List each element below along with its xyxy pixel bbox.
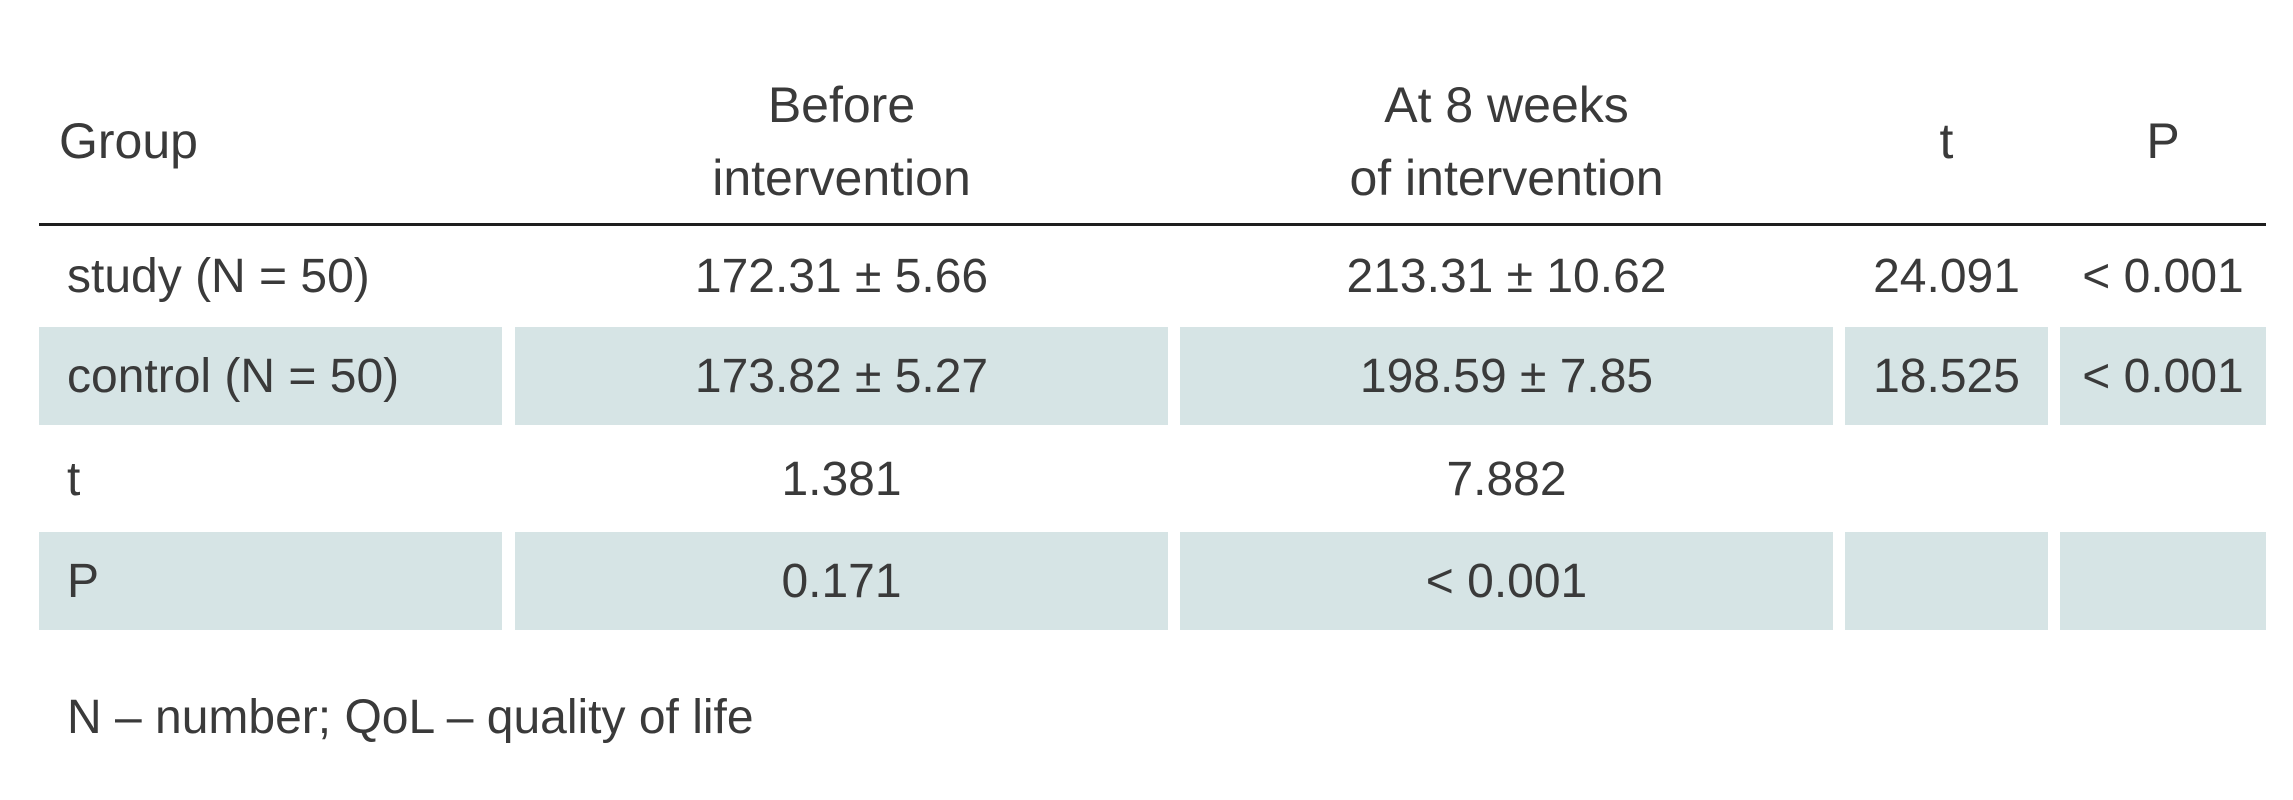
header-before-line2: intervention: [712, 149, 971, 206]
table-footnote: N – number; QoL – quality of life: [67, 691, 754, 744]
table-row-study: study (N = 50) 172.31 ± 5.66 213.31 ± 10…: [39, 227, 2266, 325]
cell-p: [2060, 532, 2266, 630]
cell-at8: 213.31 ± 10.62: [1346, 249, 1667, 303]
cell-group: study (N = 50): [67, 249, 370, 303]
cell-at8: < 0.001: [1180, 532, 1833, 630]
cell-at8: 7.882: [1446, 452, 1567, 506]
table-row-control: control (N = 50) 173.82 ± 5.27 198.59 ± …: [39, 327, 2266, 425]
header-before-intervention: Before intervention: [515, 60, 1168, 223]
cell-group: control (N = 50): [39, 327, 502, 425]
header-t: t: [1845, 60, 2048, 223]
data-table: Group Before intervention At 8 weeks of …: [39, 60, 2266, 630]
header-p: P: [2060, 60, 2266, 223]
table-row-t: t 1.381 7.882: [39, 430, 2266, 528]
cell-group: P: [39, 532, 502, 630]
header-before-line1: Before: [767, 76, 916, 133]
header-group-label: Group: [59, 113, 198, 169]
header-at-8-weeks: At 8 weeks of intervention: [1180, 60, 1833, 223]
cell-t: 24.091: [1873, 249, 2020, 303]
header-p-label: P: [2146, 113, 2180, 169]
header-t-label: t: [1939, 113, 1954, 169]
cell-p: < 0.001: [2060, 327, 2266, 425]
header-at8-line1: At 8 weeks: [1384, 76, 1629, 133]
cell-before: 0.171: [515, 532, 1168, 630]
cell-t: [1845, 532, 2048, 630]
header-at8-line2: of intervention: [1349, 149, 1664, 206]
cell-before: 172.31 ± 5.66: [694, 249, 989, 303]
cell-group: t: [67, 452, 81, 506]
cell-before: 1.381: [781, 452, 902, 506]
header-rule: [39, 223, 2266, 226]
table-row-p: P 0.171 < 0.001: [39, 532, 2266, 630]
header-group: Group: [39, 60, 522, 223]
cell-t: 18.525: [1845, 327, 2048, 425]
cell-p: [2060, 430, 2266, 528]
cell-before: 173.82 ± 5.27: [515, 327, 1168, 425]
cell-at8: 198.59 ± 7.85: [1180, 327, 1833, 425]
cell-p: < 0.001: [2082, 249, 2244, 303]
table-header: Group Before intervention At 8 weeks of …: [39, 60, 2266, 226]
cell-t: [1845, 430, 2048, 528]
